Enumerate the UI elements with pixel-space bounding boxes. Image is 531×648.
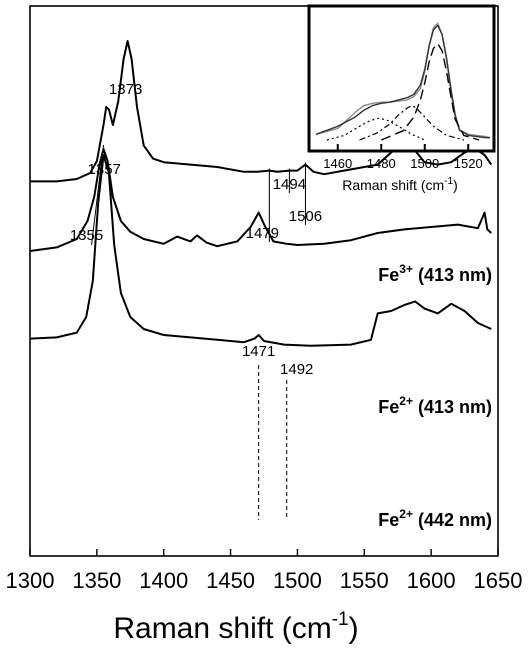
series-label-1: Fe2+ (413 nm): [378, 394, 492, 417]
x-tick-label: 1550: [340, 568, 389, 593]
inset-x-tick-label: 1520: [454, 156, 483, 171]
x-tick-label: 1400: [139, 568, 188, 593]
x-tick-label: 1450: [206, 568, 255, 593]
x-tick-label: 1600: [407, 568, 456, 593]
inset-series-group: [315, 22, 491, 141]
peak-annotation: 1492: [280, 361, 313, 378]
inset-x-tick-label: 1460: [323, 156, 352, 171]
main-x-axis-title: Raman shift (cm-1): [113, 609, 358, 645]
x-tick-label: 1650: [474, 568, 523, 593]
inset-series-3: [359, 104, 465, 141]
inset-x-axis-title: Raman shift (cm-1): [342, 176, 458, 193]
peak-annotation: 1479: [246, 225, 279, 242]
inset-x-tick-label: 1500: [410, 156, 439, 171]
x-tick-label: 1350: [72, 568, 121, 593]
peak-annotation: 1373: [109, 81, 142, 98]
peak-annotation: 1357: [88, 161, 121, 178]
series-label-0: Fe3+ (413 nm): [378, 262, 492, 285]
peak-annotation: 1355: [70, 227, 103, 244]
inset-x-tick-label: 1480: [367, 156, 396, 171]
inset-x-axis: 1460 1480 1500 1520: [323, 144, 483, 171]
series-labels: Fe3+ (413 nm) Fe2+ (413 nm) Fe2+ (442 nm): [378, 262, 492, 530]
inset-series-1: [315, 24, 490, 139]
x-tick-label: 1500: [273, 568, 322, 593]
main-plot-frame: [29, 5, 499, 557]
series-line-0: [30, 40, 493, 183]
main-x-axis: 1300 1350 1400 1450 1500 1550 1600 1650: [6, 549, 523, 593]
series-line-2: [29, 154, 492, 347]
x-tick-label: 1300: [6, 568, 55, 593]
peak-annotation: 1471: [242, 343, 275, 360]
annotation-leader: [91, 144, 105, 246]
series-label-2: Fe2+ (442 nm): [378, 507, 492, 530]
